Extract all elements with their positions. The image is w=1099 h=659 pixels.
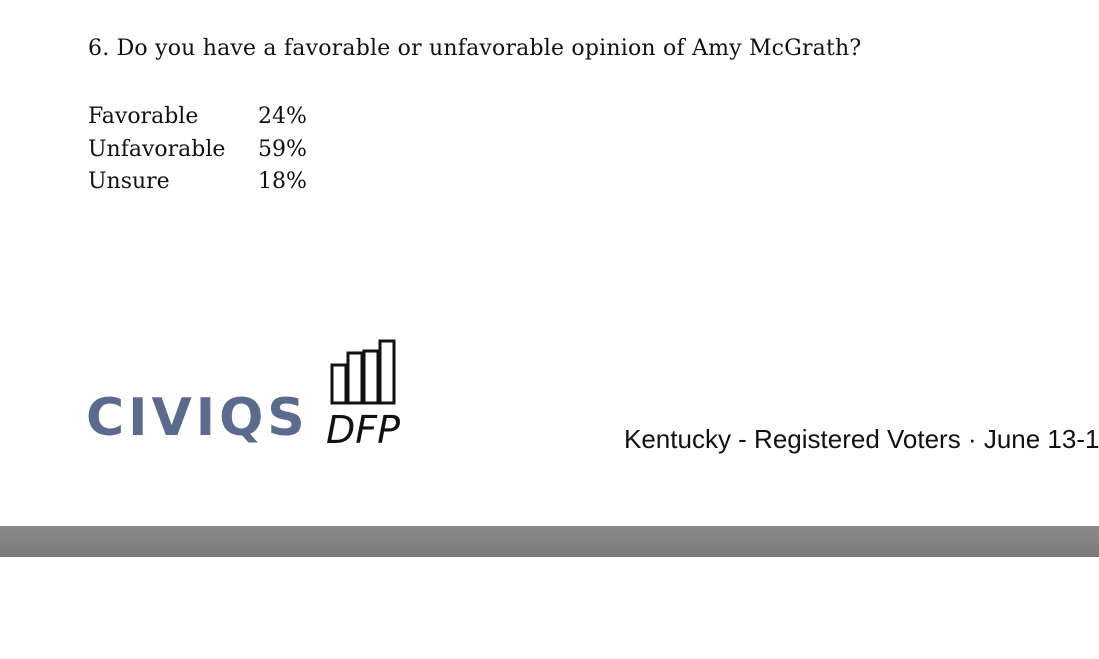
result-row-unfavorable: Unfavorable 59%	[88, 134, 307, 167]
bar-chart-icon	[330, 339, 396, 405]
footer-text: Kentucky - Registered Voters · June 13-1…	[624, 424, 1099, 454]
document-page: 6. Do you have a favorable or unfavorabl…	[86, 36, 1099, 455]
result-value: 24%	[258, 104, 307, 129]
result-label: Favorable	[88, 104, 199, 129]
question-text: 6. Do you have a favorable or unfavorabl…	[88, 36, 862, 61]
result-row-unsure: Unsure 18%	[88, 166, 307, 199]
result-value: 18%	[258, 169, 307, 194]
dfp-logo: DFP	[326, 339, 406, 455]
results-table: Favorable 24% Unfavorable 59% Unsure 18%	[88, 101, 307, 199]
page-divider-bar	[0, 526, 1099, 557]
dfp-wordmark: DFP	[326, 408, 401, 452]
viewer-background	[0, 557, 1099, 659]
result-label: Unsure	[88, 169, 170, 194]
civiqs-logo: CIVIQS	[86, 388, 309, 448]
result-row-favorable: Favorable 24%	[88, 101, 307, 134]
result-label: Unfavorable	[88, 136, 226, 162]
result-value: 59%	[258, 136, 307, 162]
